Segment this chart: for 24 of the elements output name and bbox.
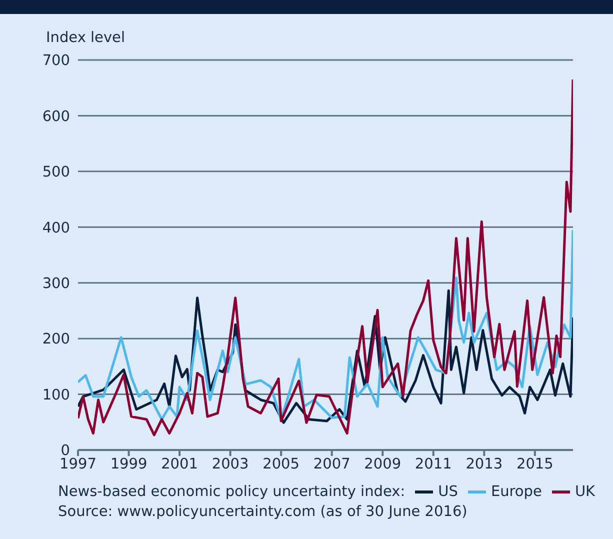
y-tick-label: 600 (42, 108, 70, 125)
x-tick-label: 2009 (364, 456, 402, 472)
x-tick-label: 2001 (161, 456, 198, 472)
y-tick-label: 300 (42, 276, 70, 292)
legend-label: Europe (490, 484, 542, 500)
x-tick-label: 2003 (212, 456, 249, 472)
y-axis-title: Index level (46, 30, 126, 46)
x-tick-label: 2005 (262, 456, 300, 472)
y-tick-label: 500 (42, 164, 70, 181)
x-tick-label: 2015 (516, 456, 554, 472)
y-tick-label: 400 (42, 220, 70, 236)
legend-label: UK (574, 484, 596, 500)
source-note: Source: www.policyuncertainty.com (as of 30 June 2016) (57, 504, 468, 520)
x-tick-label: 1999 (110, 456, 148, 472)
y-tick-label: 700 (42, 53, 70, 70)
line-series (78, 78, 573, 436)
x-tick-label: 1997 (60, 456, 96, 472)
legend-title: News-based economic policy uncertainty index: (58, 484, 406, 500)
y-tick-label: 100 (42, 387, 70, 404)
x-tick-label: 2013 (466, 456, 503, 472)
legend-label: US (438, 484, 458, 500)
x-tick-label: 2007 (313, 456, 350, 472)
x-tick-label: 2011 (414, 456, 452, 472)
y-tick-label: 200 (42, 332, 70, 348)
